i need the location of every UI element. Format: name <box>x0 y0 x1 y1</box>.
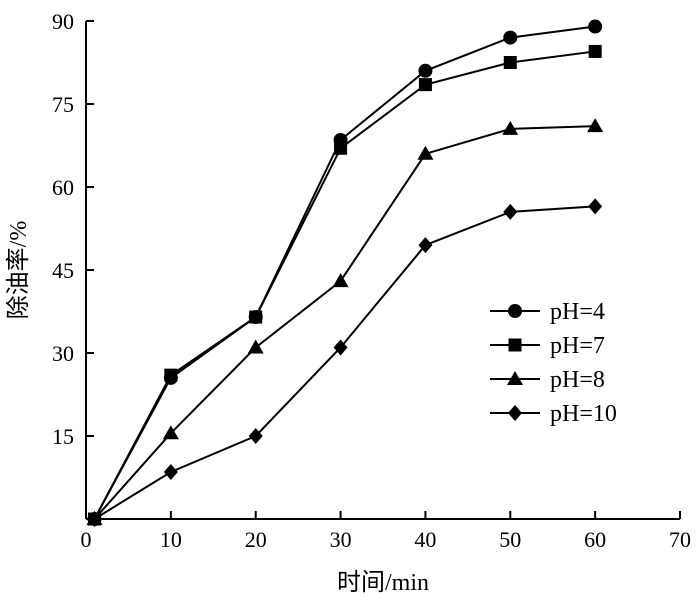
y-axis-title: 除油率/% <box>5 221 32 320</box>
legend-label: pH=10 <box>550 401 617 427</box>
data-point <box>333 339 348 356</box>
legend-marker <box>508 405 522 421</box>
x-tick-label: 70 <box>669 527 691 552</box>
legend-label: pH=7 <box>550 333 605 359</box>
data-point <box>162 425 179 440</box>
chart-axes <box>85 21 680 520</box>
x-tick-label: 50 <box>499 527 521 552</box>
x-tick-label: 40 <box>414 527 436 552</box>
legend-marker <box>508 338 522 352</box>
x-axis-title: 时间/min <box>337 569 429 596</box>
legend-label: pH=8 <box>550 367 605 393</box>
y-tick-label: 45 <box>52 258 74 283</box>
axis-ticks: 0 10 20 30 40 50 60 70 15 30 45 60 75 90 <box>52 9 691 552</box>
data-point <box>503 203 518 220</box>
data-point <box>417 145 434 160</box>
data-point <box>588 19 603 34</box>
data-point <box>87 511 102 527</box>
series-line <box>93 125 596 520</box>
y-tick-label: 75 <box>52 92 74 117</box>
data-point <box>503 30 518 45</box>
data-point <box>332 273 349 288</box>
series-3 <box>86 118 604 525</box>
legend-item: pH=4 <box>490 299 605 325</box>
data-point <box>418 63 433 78</box>
x-tick-label: 20 <box>245 527 267 552</box>
y-tick-label: 60 <box>52 175 74 200</box>
y-tick-label: 30 <box>52 341 74 366</box>
y-tick-label: 90 <box>52 9 74 34</box>
legend-item: pH=8 <box>490 367 605 393</box>
x-tick-label: 30 <box>330 527 352 552</box>
data-point <box>418 78 432 92</box>
data-point <box>163 463 178 480</box>
legend-label: pH=4 <box>550 299 605 325</box>
series-layer <box>86 19 604 527</box>
x-tick-label: 60 <box>584 527 606 552</box>
legend: pH=4 pH=7 pH=8 pH=10 <box>490 299 617 427</box>
data-point <box>588 44 602 58</box>
data-point <box>164 368 178 382</box>
data-point <box>587 118 604 133</box>
data-point <box>249 310 263 324</box>
data-point <box>503 56 517 69</box>
data-point <box>418 237 433 254</box>
data-point <box>502 120 519 135</box>
legend-marker <box>507 371 523 385</box>
series-line <box>93 25 596 520</box>
series-4 <box>87 198 603 527</box>
data-point <box>334 141 348 155</box>
legend-marker <box>508 304 522 318</box>
x-tick-label: 0 <box>81 527 92 552</box>
legend-item: pH=7 <box>490 333 605 359</box>
data-point <box>588 198 603 215</box>
data-point <box>248 428 263 444</box>
y-tick-label: 15 <box>52 424 74 449</box>
legend-item: pH=10 <box>490 401 617 427</box>
data-point <box>247 339 264 354</box>
x-tick-label: 10 <box>160 527 182 552</box>
series-1 <box>87 19 603 526</box>
